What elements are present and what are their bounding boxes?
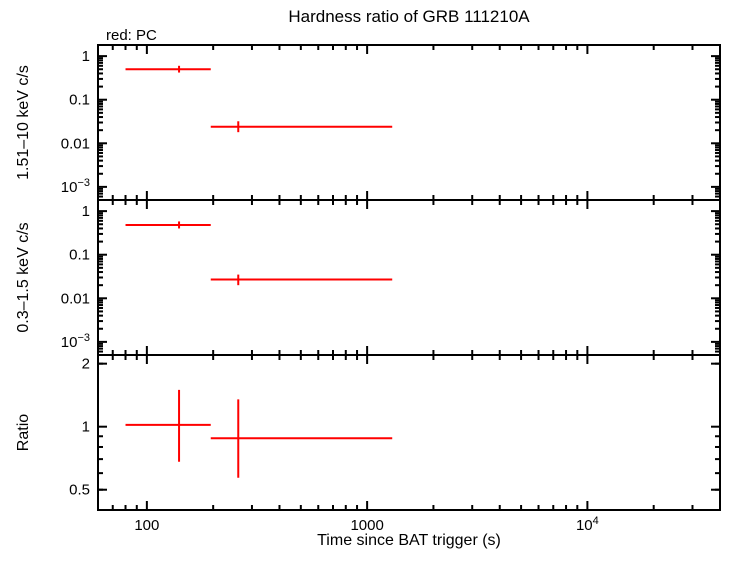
chart-svg: Hardness ratio of GRB 111210A red: PC 10−3… [0,0,742,566]
y-tick-label: 0.1 [69,92,90,109]
y-axis-label: Ratio [15,414,32,451]
x-axis-label: Time since BAT trigger (s) [317,532,501,549]
y-tick-label: 1 [82,48,90,65]
y-tick-label: 0.01 [61,135,90,152]
legend-annotation: red: PC [106,27,157,44]
y-tick-label: 1 [82,203,90,220]
panel-frame [98,200,720,355]
chart-title: Hardness ratio of GRB 111210A [288,7,530,26]
y-axis-label: 1.51–10 keV c/s [15,65,32,180]
chart-container: Hardness ratio of GRB 111210A red: PC 10−3… [0,0,742,566]
y-tick-label: 2 [82,356,90,373]
y-tick-label: 0.1 [69,247,90,264]
y-tick-label: 1 [82,419,90,436]
y-tick-label: 0.5 [69,482,90,499]
y-tick-label: 10−3 [61,177,90,196]
x-tick-label: 100 [134,517,159,534]
y-axis-label: 0.3–1.5 keV c/s [15,222,32,332]
x-tick-label: 104 [576,515,599,534]
y-tick-label: 10−3 [61,332,90,351]
y-tick-label: 0.01 [61,290,90,307]
panel-frame [98,355,720,510]
